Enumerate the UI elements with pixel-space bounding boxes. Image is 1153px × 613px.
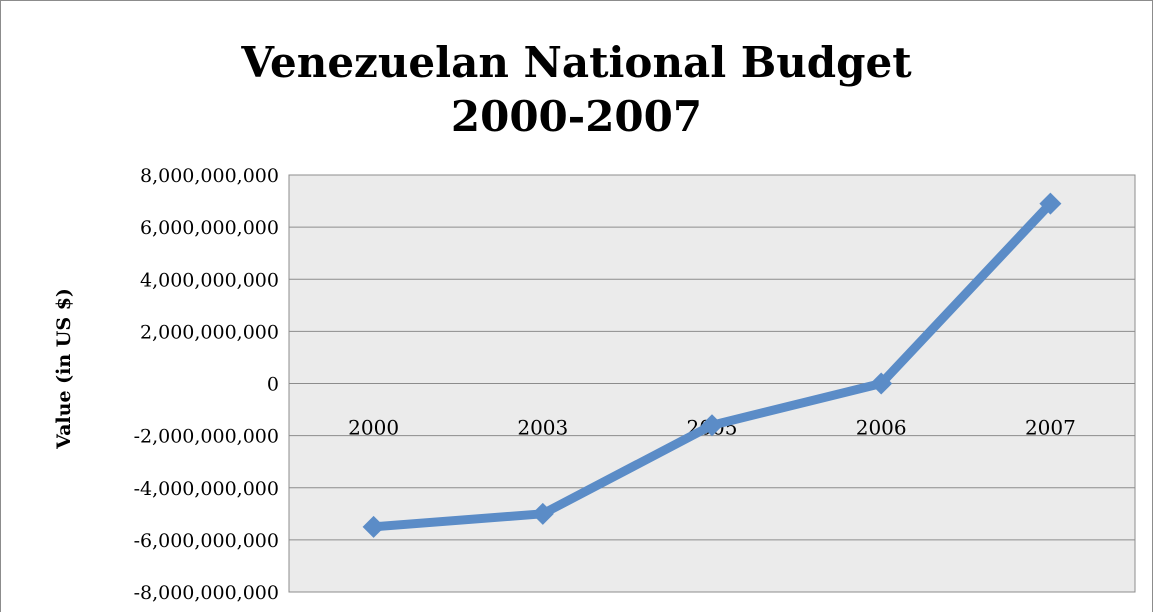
- data-point-marker: [531, 502, 554, 525]
- x-category-label: 2003: [517, 416, 568, 440]
- y-tick-label: 8,000,000,000: [140, 165, 279, 187]
- chart-title-line: Venezuelan National Budget: [241, 38, 912, 87]
- data-series: [362, 192, 1062, 538]
- y-tick-label: -6,000,000,000: [134, 530, 279, 552]
- data-point-marker: [362, 515, 385, 538]
- y-tick-label: 2,000,000,000: [140, 321, 279, 343]
- chart-title: Venezuelan National Budget 2000-2007: [0, 36, 1153, 144]
- x-category-label: 2006: [856, 416, 907, 440]
- y-tick-label: -4,000,000,000: [134, 478, 279, 500]
- data-point-marker: [1039, 192, 1062, 215]
- data-point-marker: [870, 372, 893, 395]
- y-tick-label: 6,000,000,000: [140, 217, 279, 239]
- gridlines: [289, 174, 1135, 593]
- y-axis-title: Value (in US $): [53, 288, 75, 450]
- data-point-marker: [701, 414, 723, 437]
- x-category-label: 2007: [1025, 416, 1076, 440]
- y-tick-label: 4,000,000,000: [140, 269, 279, 291]
- y-tick-label: 0: [267, 374, 279, 396]
- y-tick-label: -2,000,000,000: [134, 426, 279, 448]
- y-axis-tick-labels: 8,000,000,000 6,000,000,000 4,000,000,000 2…: [134, 165, 279, 604]
- chart-subtitle-line: 2000-2007: [450, 92, 703, 141]
- x-category-label: 2000: [348, 416, 399, 440]
- y-tick-label: -8,000,000,000: [134, 582, 279, 604]
